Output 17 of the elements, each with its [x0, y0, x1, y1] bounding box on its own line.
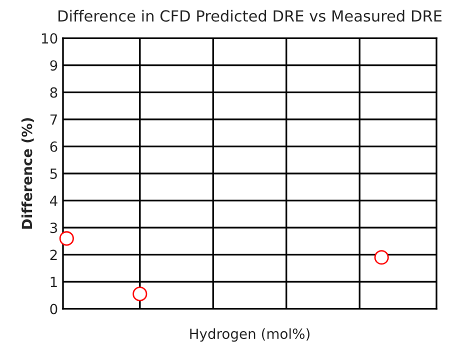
y-axis-title: Difference (%) [21, 118, 34, 229]
y-tick-label: 0 [50, 304, 58, 314]
y-tick-label: 3 [50, 222, 58, 234]
y-tick-label: 8 [50, 87, 58, 98]
point [374, 250, 389, 265]
y-tick-label: 5 [50, 168, 57, 179]
y-tick-label: 10 [42, 33, 58, 44]
y-tick-label: 9 [50, 60, 58, 71]
y-tick-label: 4 [50, 196, 58, 206]
y-tick-label: 7 [50, 114, 57, 125]
x-axis-title: Hydrogen (mol%) [190, 328, 310, 342]
chart-title: Difference in CFD Predicted DRE vs Measured DRE [58, 10, 442, 22]
point [59, 231, 74, 246]
point [132, 286, 148, 302]
y-tick-label: 2 [50, 250, 57, 260]
y-tick-label: 1 [50, 276, 57, 288]
y-tick-label: 6 [50, 141, 58, 152]
